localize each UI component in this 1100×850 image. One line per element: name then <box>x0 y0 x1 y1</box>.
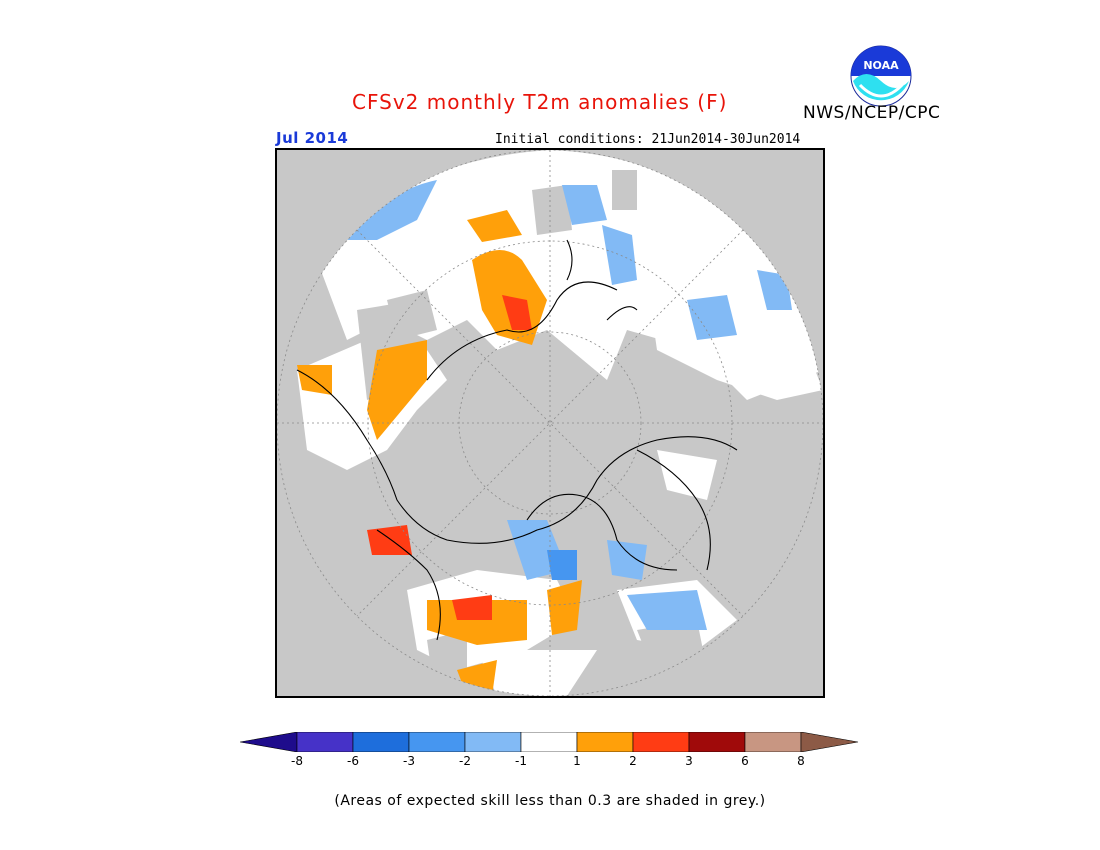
colorbar-segment <box>632 732 690 752</box>
anomaly-field <box>297 150 823 696</box>
colorbar-segment <box>296 732 354 752</box>
colorbar-tick-label: -3 <box>403 754 415 768</box>
coastlines <box>296 239 738 641</box>
map-title: CFSv2 monthly T2m anomalies (F) <box>352 90 728 114</box>
colorbar-tick-label: -1 <box>515 754 527 768</box>
colorbar-segment <box>744 732 802 752</box>
colorbar <box>240 732 859 752</box>
colorbar-segment <box>464 732 522 752</box>
colorbar-tick-label: 3 <box>685 754 693 768</box>
colorbar-segment <box>240 732 298 752</box>
noaa-logo: NOAA <box>850 45 912 107</box>
colorbar-segment <box>576 732 634 752</box>
colorbar-tick-label: -8 <box>291 754 303 768</box>
colorbar-segment <box>688 732 746 752</box>
colorbar-segment <box>352 732 410 752</box>
initial-conditions-label: Initial conditions: 21Jun2014-30Jun2014 <box>495 132 801 147</box>
valid-month-label: Jul 2014 <box>276 129 349 147</box>
colorbar-segment <box>800 732 859 752</box>
colorbar-segment <box>408 732 466 752</box>
colorbar-tick-label: 1 <box>573 754 581 768</box>
colorbar-tick-label: 2 <box>629 754 637 768</box>
colorbar-segment <box>520 732 578 752</box>
colorbar-tick-label: -6 <box>347 754 359 768</box>
colorbar-tick-label: -2 <box>459 754 471 768</box>
polar-map <box>275 148 825 698</box>
logo-text: NOAA <box>863 59 899 72</box>
skill-footnote: (Areas of expected skill less than 0.3 a… <box>334 793 766 809</box>
colorbar-tick-label: 6 <box>741 754 749 768</box>
organization-label: NWS/NCEP/CPC <box>803 103 941 123</box>
colorbar-tick-label: 8 <box>797 754 805 768</box>
graticule <box>277 150 823 696</box>
